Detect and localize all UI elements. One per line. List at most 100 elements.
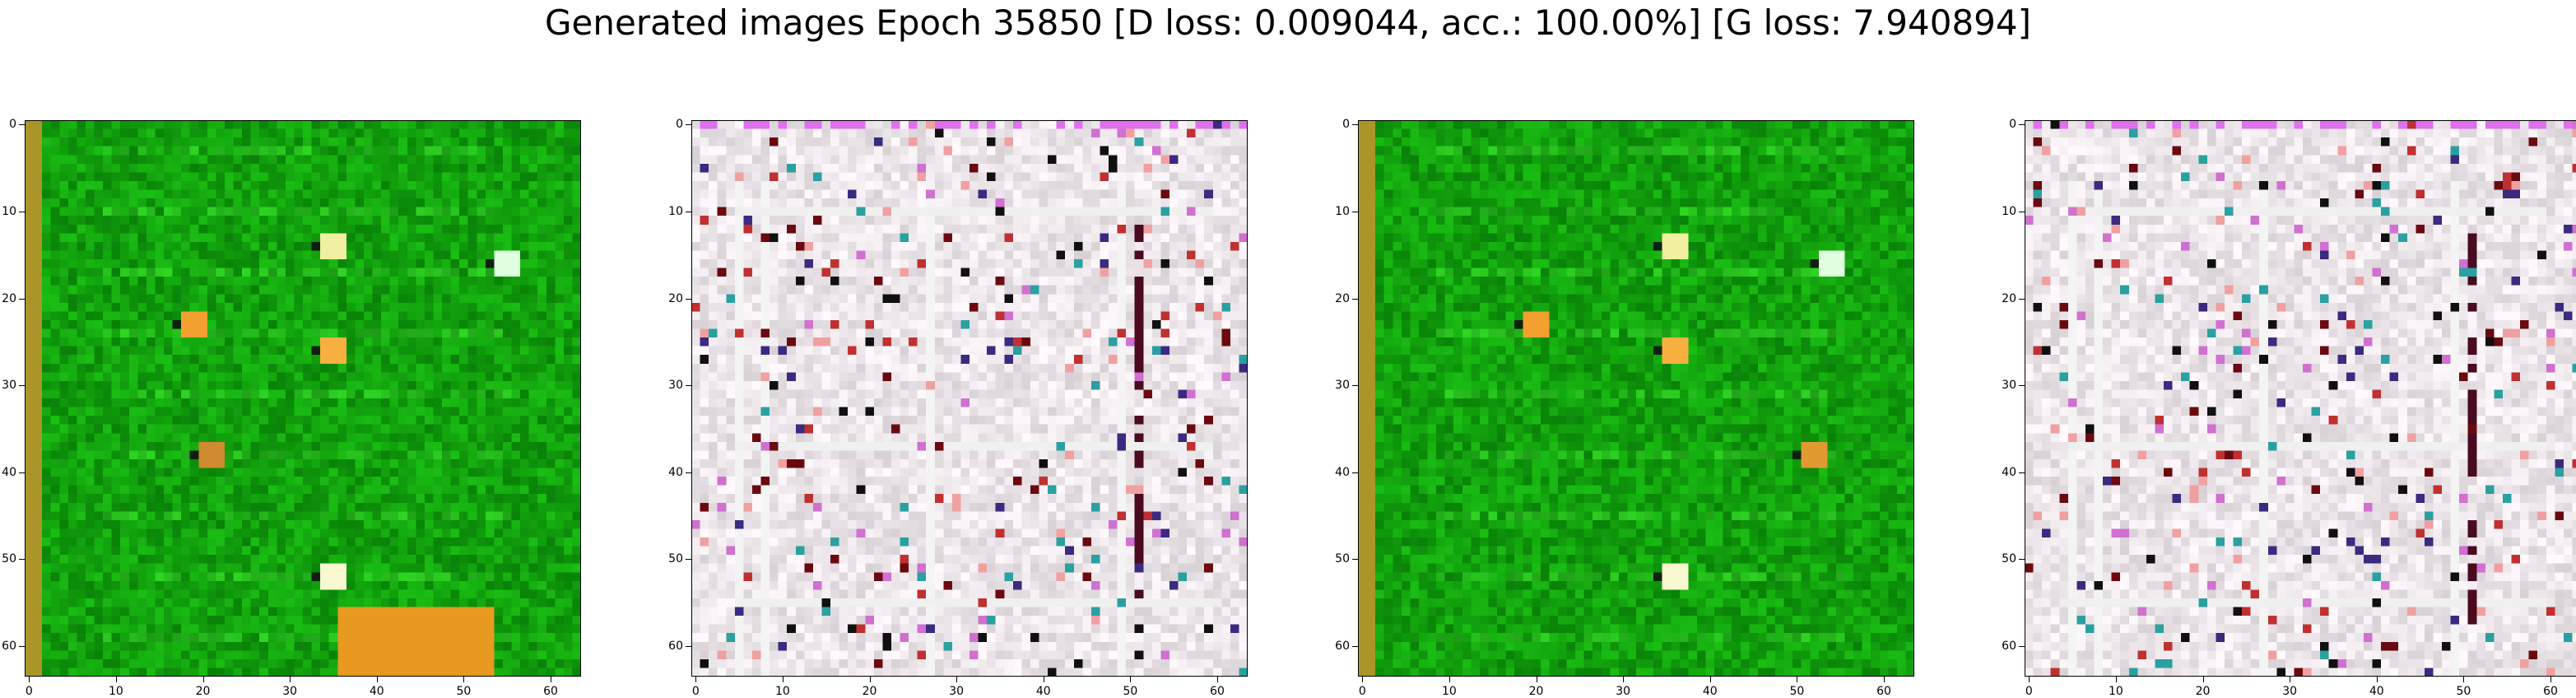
x-tick-label: 20 <box>1528 685 1544 698</box>
axes-frame <box>25 120 581 677</box>
x-tick-mark <box>2029 677 2030 682</box>
y-tick-mark <box>19 298 25 300</box>
y-tick-label: 60 <box>2 640 16 654</box>
x-tick-label: 50 <box>456 685 472 698</box>
y-tick-mark <box>19 124 25 126</box>
x-tick-label: 0 <box>691 685 700 698</box>
x-tick-mark <box>956 677 958 682</box>
x-tick-label: 0 <box>2025 685 2033 698</box>
generated-image <box>2025 120 2576 677</box>
x-tick-mark <box>2376 677 2378 682</box>
x-tick-label: 30 <box>1616 685 1631 698</box>
x-tick-label: 10 <box>1441 685 1457 698</box>
y-tick-mark <box>686 298 691 300</box>
x-tick-label: 0 <box>25 685 33 698</box>
y-tick-mark <box>19 472 25 473</box>
y-tick-mark <box>1352 646 1358 648</box>
y-tick-mark <box>686 385 691 387</box>
x-tick-mark <box>1884 677 1886 682</box>
generated-image <box>691 120 1248 677</box>
y-tick-label: 20 <box>2 291 16 305</box>
y-tick-label: 50 <box>2 552 16 566</box>
x-tick-label: 0 <box>1358 685 1366 698</box>
generated-image <box>1358 120 1914 677</box>
y-tick-label: 0 <box>2009 118 2016 132</box>
y-tick-label: 30 <box>2 379 16 393</box>
x-tick-mark <box>695 677 697 682</box>
x-tick-label: 40 <box>1702 685 1718 698</box>
y-tick-label: 10 <box>668 204 683 218</box>
x-tick-mark <box>2202 677 2204 682</box>
x-tick-label: 50 <box>2456 685 2471 698</box>
y-tick-label: 60 <box>668 640 683 654</box>
y-tick-mark <box>19 646 25 648</box>
y-tick-label: 30 <box>668 379 683 393</box>
y-tick-label: 50 <box>2002 552 2016 566</box>
y-tick-mark <box>1352 385 1358 387</box>
x-tick-mark <box>869 677 871 682</box>
y-tick-mark <box>1352 472 1358 473</box>
y-tick-label: 10 <box>2002 204 2016 218</box>
x-tick-mark <box>2550 677 2552 682</box>
x-tick-label: 60 <box>543 685 558 698</box>
y-tick-label: 40 <box>2002 465 2016 479</box>
y-tick-mark <box>2019 385 2025 387</box>
y-tick-mark <box>1352 124 1358 126</box>
generated-image-panel: 0 10 20 30 40 50 60 0 10 20 30 40 50 60 <box>2002 118 2576 698</box>
x-tick-label: 50 <box>1123 685 1138 698</box>
y-tick-label: 20 <box>1335 291 1350 305</box>
x-tick-mark <box>115 677 117 682</box>
x-tick-mark <box>2463 677 2465 682</box>
x-tick-mark <box>202 677 204 682</box>
y-tick-mark <box>686 124 691 126</box>
y-tick-mark <box>2019 124 2025 126</box>
y-tick-label: 0 <box>676 118 683 132</box>
axes-frame <box>1358 120 1914 677</box>
x-tick-mark <box>1217 677 1219 682</box>
x-tick-label: 10 <box>774 685 790 698</box>
y-tick-label: 40 <box>2 465 16 479</box>
y-tick-label: 40 <box>1335 465 1350 479</box>
x-tick-mark <box>2115 677 2117 682</box>
x-tick-label: 20 <box>862 685 877 698</box>
y-tick-mark <box>2019 559 2025 561</box>
x-tick-label: 40 <box>369 685 384 698</box>
axes-frame <box>691 120 1248 677</box>
y-tick-label: 20 <box>2002 291 2016 305</box>
x-tick-mark <box>290 677 291 682</box>
x-tick-label: 10 <box>2108 685 2123 698</box>
x-tick-label: 60 <box>1876 685 1891 698</box>
y-tick-label: 30 <box>2002 379 2016 393</box>
y-tick-mark <box>2019 298 2025 300</box>
y-tick-label: 60 <box>1335 640 1350 654</box>
y-tick-label: 10 <box>1335 204 1350 218</box>
x-tick-label: 60 <box>2543 685 2558 698</box>
y-tick-label: 40 <box>668 465 683 479</box>
y-tick-label: 10 <box>2 204 16 218</box>
y-tick-mark <box>686 472 691 473</box>
x-tick-mark <box>1448 677 1450 682</box>
y-tick-mark <box>1352 298 1358 300</box>
y-tick-label: 30 <box>1335 379 1350 393</box>
x-tick-mark <box>463 677 465 682</box>
y-tick-mark <box>2019 646 2025 648</box>
x-tick-label: 30 <box>2282 685 2298 698</box>
y-tick-label: 60 <box>2002 640 2016 654</box>
figure-title: Generated images Epoch 35850 [D loss: 0.… <box>544 2 2032 43</box>
x-tick-label: 60 <box>1210 685 1225 698</box>
x-tick-mark <box>1130 677 1132 682</box>
x-tick-label: 10 <box>108 685 123 698</box>
generated-image <box>25 120 581 677</box>
y-tick-label: 50 <box>668 552 683 566</box>
x-tick-label: 20 <box>195 685 211 698</box>
x-tick-label: 40 <box>1035 685 1051 698</box>
x-tick-label: 30 <box>949 685 965 698</box>
y-tick-label: 20 <box>668 291 683 305</box>
y-tick-mark <box>19 385 25 387</box>
generated-image-panel: 0 10 20 30 40 50 60 0 10 20 30 40 50 60 <box>2 118 581 698</box>
y-tick-label: 50 <box>1335 552 1350 566</box>
y-tick-mark <box>19 559 25 561</box>
y-tick-mark <box>686 646 691 648</box>
x-tick-mark <box>1362 677 1364 682</box>
y-tick-label: 0 <box>9 118 16 132</box>
